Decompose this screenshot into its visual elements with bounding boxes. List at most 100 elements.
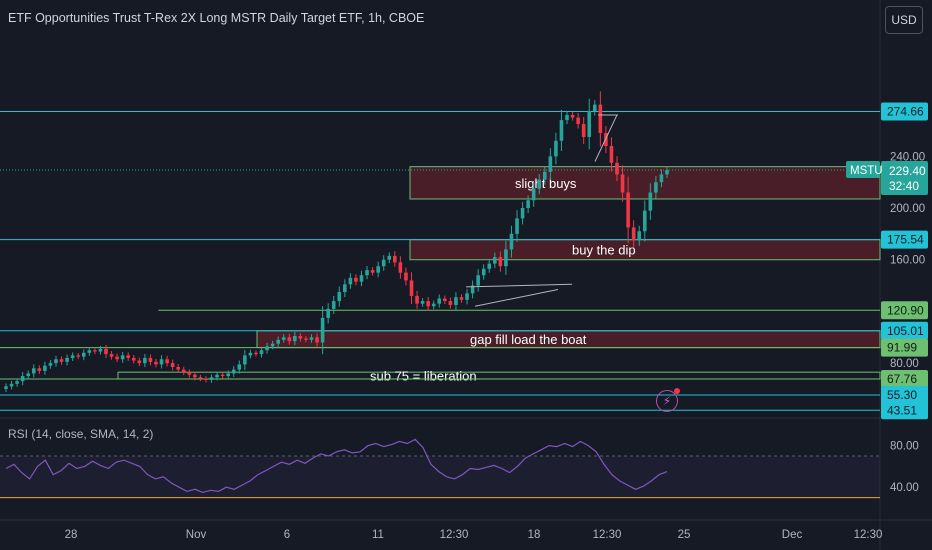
candle: [176, 367, 180, 370]
candle: [481, 268, 486, 276]
candle: [204, 378, 208, 380]
zone-0: [409, 166, 881, 200]
price-tag-label: 43.51: [887, 403, 917, 417]
candle: [576, 117, 580, 125]
candle: [265, 346, 269, 351]
candle: [493, 257, 497, 264]
candle: [298, 335, 303, 339]
x-tick-label: 25: [678, 529, 691, 541]
price-tag-label: 105.01: [887, 324, 924, 338]
candle: [70, 355, 75, 358]
candle: [526, 200, 530, 209]
trendline-peak: [594, 114, 618, 162]
candle: [504, 249, 508, 267]
candle: [498, 257, 503, 267]
candle: [81, 352, 86, 357]
candle: [565, 114, 569, 121]
candle: [126, 355, 131, 358]
price-tag-7: [881, 386, 928, 405]
currency-button[interactable]: USD: [885, 6, 923, 34]
y-tick-label: 240.00: [890, 151, 925, 163]
price-tag-label: 91.99: [887, 341, 917, 355]
y-tick-label: 80.00: [890, 358, 919, 370]
rsi-tick-label: 80.00: [890, 441, 919, 453]
zone-1: [409, 239, 881, 261]
price-tag-label: 175.54: [887, 233, 924, 247]
candle: [154, 361, 158, 365]
x-tick-label: 11: [372, 529, 384, 541]
candle: [592, 104, 597, 112]
candle: [281, 337, 286, 340]
candle: [137, 360, 142, 364]
candle: [148, 357, 153, 362]
candle: [309, 337, 314, 340]
candle: [626, 192, 630, 228]
candle: [109, 354, 114, 357]
candle: [454, 297, 458, 305]
lightning-icon[interactable]: ⚡: [656, 388, 680, 412]
candle: [270, 343, 275, 347]
candle: [448, 301, 453, 305]
candle: [476, 275, 480, 286]
price-tag-8: [881, 401, 928, 420]
candle: [259, 350, 264, 355]
candle: [76, 355, 81, 357]
candle: [431, 303, 436, 307]
trendline-lower: [474, 288, 559, 307]
candle: [542, 171, 547, 180]
zone-label-2: gap fill load the boat: [470, 332, 587, 347]
candle: [304, 338, 308, 340]
candle: [570, 114, 575, 118]
candle: [370, 270, 375, 273]
candle: [426, 301, 430, 307]
candle: [609, 145, 614, 163]
notification-dot: [674, 388, 680, 394]
rsi-line: [5, 438, 668, 494]
candle: [248, 352, 253, 356]
candle: [287, 337, 292, 342]
candle: [231, 369, 236, 374]
candle: [537, 179, 542, 189]
y-tick-label: 200.00: [890, 203, 925, 215]
last-price-value: 229.40: [889, 164, 926, 178]
candle: [642, 210, 647, 232]
candle: [487, 263, 492, 269]
x-tick-label: Dec: [782, 529, 803, 541]
candle: [554, 140, 558, 157]
candle: [170, 363, 175, 368]
candle: [215, 374, 219, 378]
candle: [93, 350, 97, 352]
candle: [398, 262, 403, 273]
zone-label-1: buy the dip: [572, 243, 636, 258]
x-tick-label: 28: [65, 529, 78, 541]
candle: [415, 295, 419, 304]
x-tick-label: 12:30: [854, 529, 883, 541]
candle: [243, 355, 247, 365]
price-tag-6: [881, 369, 928, 388]
rsi-band: [0, 456, 880, 498]
rsi-indicator-title[interactable]: RSI (14, close, SMA, 14, 2): [8, 427, 154, 441]
candle: [365, 270, 369, 276]
price-tag-3: [881, 301, 928, 320]
candle: [443, 298, 447, 302]
bar-countdown: 32:40: [889, 179, 919, 193]
y-tick-label: 160.00: [890, 255, 925, 267]
price-tag-label: 67.76: [887, 372, 917, 386]
candle: [559, 120, 564, 141]
candle: [659, 174, 664, 183]
candle: [181, 369, 186, 373]
candle: [159, 359, 164, 365]
candle: [165, 359, 169, 364]
x-tick-label: Nov: [186, 529, 207, 541]
candle: [87, 350, 92, 353]
candle: [637, 231, 642, 241]
candle: [59, 359, 64, 362]
candle: [520, 208, 525, 219]
candle: [437, 298, 442, 304]
candle: [387, 255, 392, 260]
chart-title: ETF Opportunities Trust T-Rex 2X Long MS…: [8, 11, 425, 25]
candle: [237, 364, 242, 370]
price-tag-5: [881, 338, 928, 357]
candle: [381, 259, 386, 267]
